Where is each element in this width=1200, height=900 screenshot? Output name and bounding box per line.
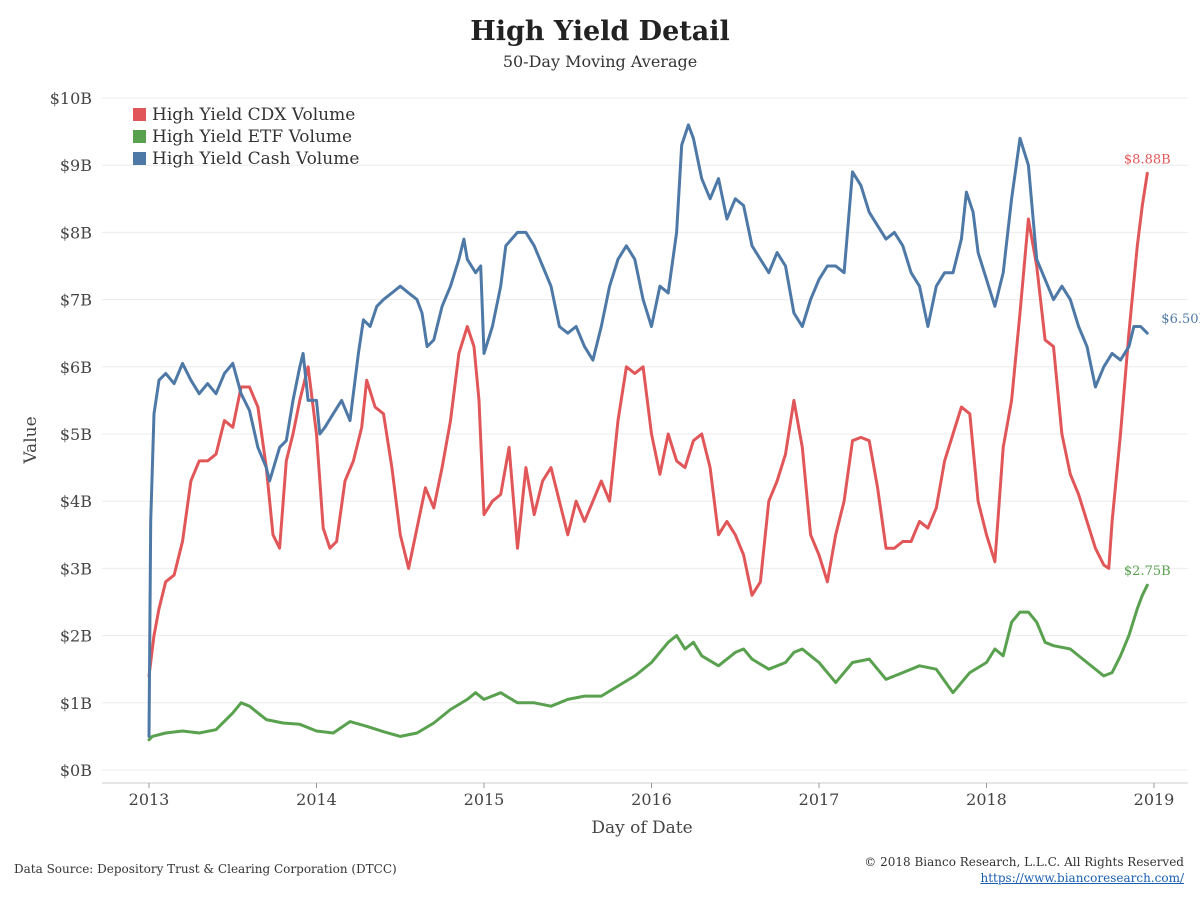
- y-tick-label: $6B: [60, 358, 92, 377]
- chart-subtitle: 50-Day Moving Average: [502, 52, 698, 71]
- y-tick-label: $1B: [60, 694, 92, 713]
- x-tick-label: 2013: [129, 790, 170, 809]
- end-value-label-high-yield-cdx-volume: $8.88B: [1124, 152, 1171, 167]
- series-group: $8.88B $2.75B $6.50B: [147, 123, 1200, 742]
- legend-swatch: [133, 130, 146, 143]
- series-line-high-yield-etf-volume: [147, 583, 1149, 742]
- x-tick-label: 2019: [1134, 790, 1175, 809]
- x-tick-label: 2018: [966, 790, 1007, 809]
- y-tick-label: $5B: [60, 425, 92, 444]
- data-source-note: Data Source: Depository Trust & Clearing…: [14, 862, 397, 876]
- y-tick-label: $7B: [60, 291, 92, 310]
- y-tick-label: $10B: [50, 89, 92, 108]
- chart-title: High Yield Detail: [470, 16, 730, 47]
- copyright-text: © 2018 Bianco Research, L.L.C. All Right…: [864, 855, 1184, 869]
- legend-label: High Yield ETF Volume: [152, 127, 352, 147]
- end-value-label-high-yield-etf-volume: $2.75B: [1124, 564, 1171, 579]
- x-tick-label: 2017: [799, 790, 840, 809]
- end-value-label-high-yield-cash-volume: $6.50B: [1161, 312, 1200, 327]
- legend-label: High Yield Cash Volume: [152, 149, 359, 169]
- series-line-high-yield-cash-volume: [147, 123, 1149, 738]
- grid: [102, 97, 1188, 784]
- footer-credits: © 2018 Bianco Research, L.L.C. All Right…: [864, 854, 1184, 886]
- y-tick-label: $2B: [60, 627, 92, 646]
- legend-label: High Yield CDX Volume: [152, 105, 355, 125]
- x-tick-label: 2014: [296, 790, 337, 809]
- y-tick-label: $0B: [60, 761, 92, 780]
- website-link[interactable]: https://www.biancoresearch.com/: [980, 871, 1184, 885]
- y-tick-label: $8B: [60, 223, 92, 242]
- y-axis: $0B $1B $2B $3B $4B $5B $6B $7B $8B $9B $10B: [50, 89, 92, 780]
- x-tick-label: 2015: [464, 790, 505, 809]
- y-tick-label: $9B: [60, 156, 92, 175]
- x-tick-label: 2016: [631, 790, 672, 809]
- y-axis-title: Value: [21, 416, 41, 464]
- x-axis-title: Day of Date: [591, 818, 692, 838]
- series-line-high-yield-cdx-volume: [147, 171, 1149, 678]
- legend-swatch: [133, 108, 146, 121]
- y-tick-label: $3B: [60, 559, 92, 578]
- x-axis: 2013 2014 2015 2016 2017 2018 2019: [129, 783, 1175, 809]
- y-tick-label: $4B: [60, 492, 92, 511]
- legend-swatch: [133, 152, 146, 165]
